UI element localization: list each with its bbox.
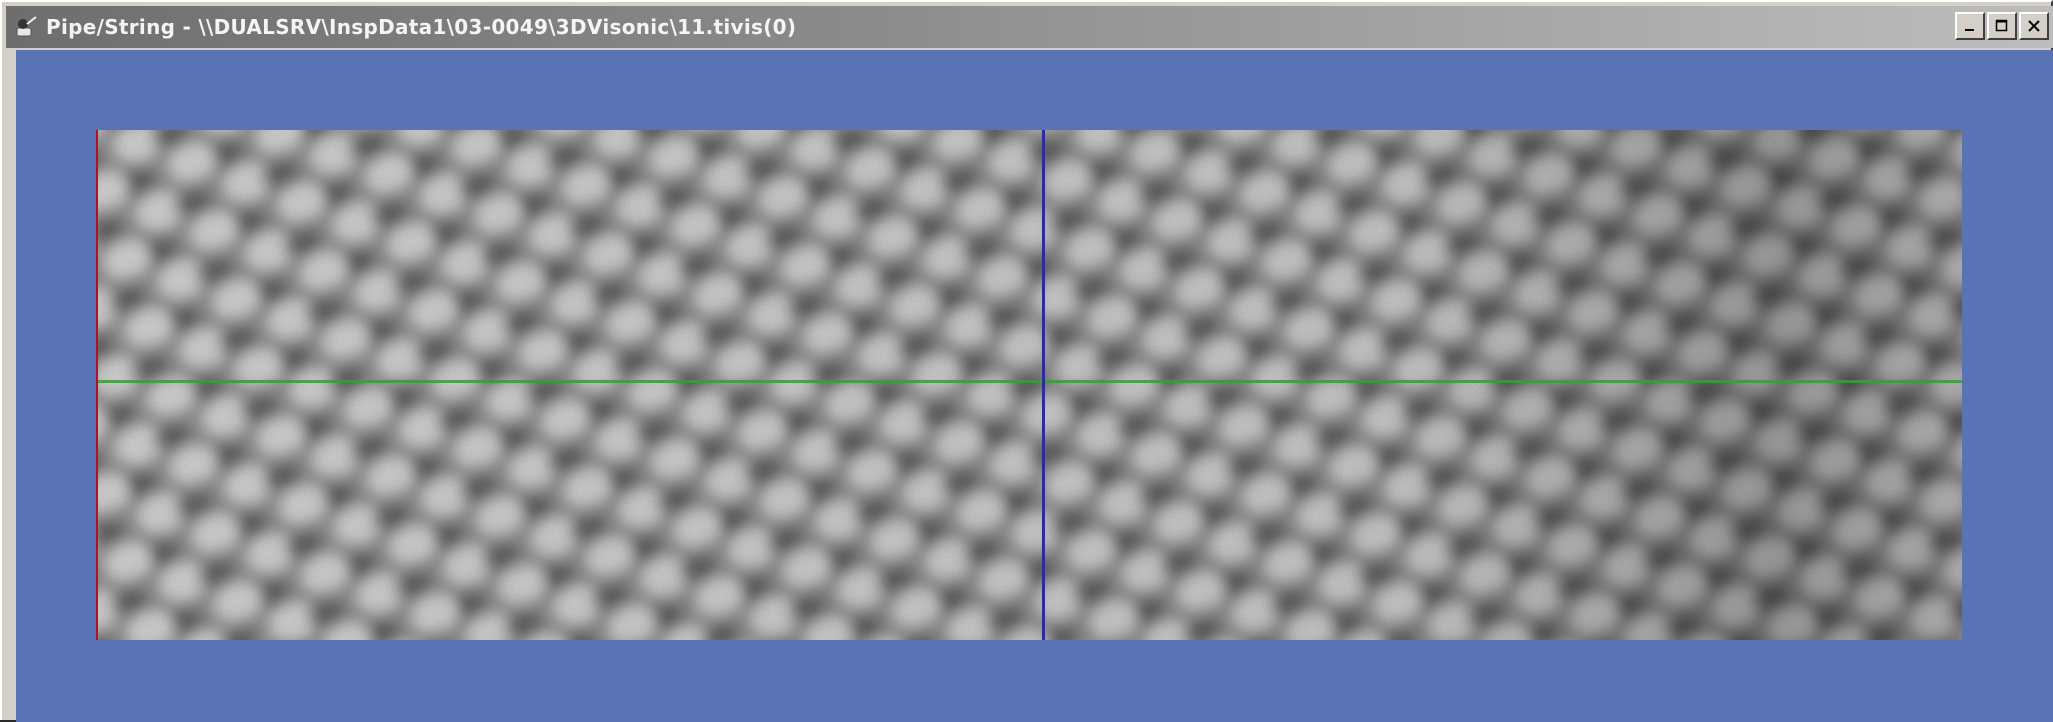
maximize-icon bbox=[1995, 19, 2008, 32]
title-bar[interactable]: Pipe/String - \\DUALSRV\InspData1\03-004… bbox=[6, 6, 2053, 48]
scan-viewport[interactable] bbox=[96, 130, 1962, 640]
minimize-button[interactable] bbox=[1955, 12, 1985, 40]
app-icon[interactable] bbox=[14, 14, 40, 40]
client-area bbox=[16, 50, 2053, 722]
horizontal-cursor[interactable] bbox=[98, 380, 1962, 383]
close-icon bbox=[2028, 20, 2040, 32]
maximize-button[interactable] bbox=[1987, 12, 2017, 40]
close-button[interactable] bbox=[2019, 12, 2049, 40]
minimize-icon bbox=[1965, 29, 1974, 31]
vertical-cursor[interactable] bbox=[1042, 130, 1045, 640]
window-title: Pipe/String - \\DUALSRV\InspData1\03-004… bbox=[46, 15, 797, 39]
scan-image[interactable] bbox=[98, 130, 1962, 640]
title-buttons bbox=[1955, 12, 2049, 40]
